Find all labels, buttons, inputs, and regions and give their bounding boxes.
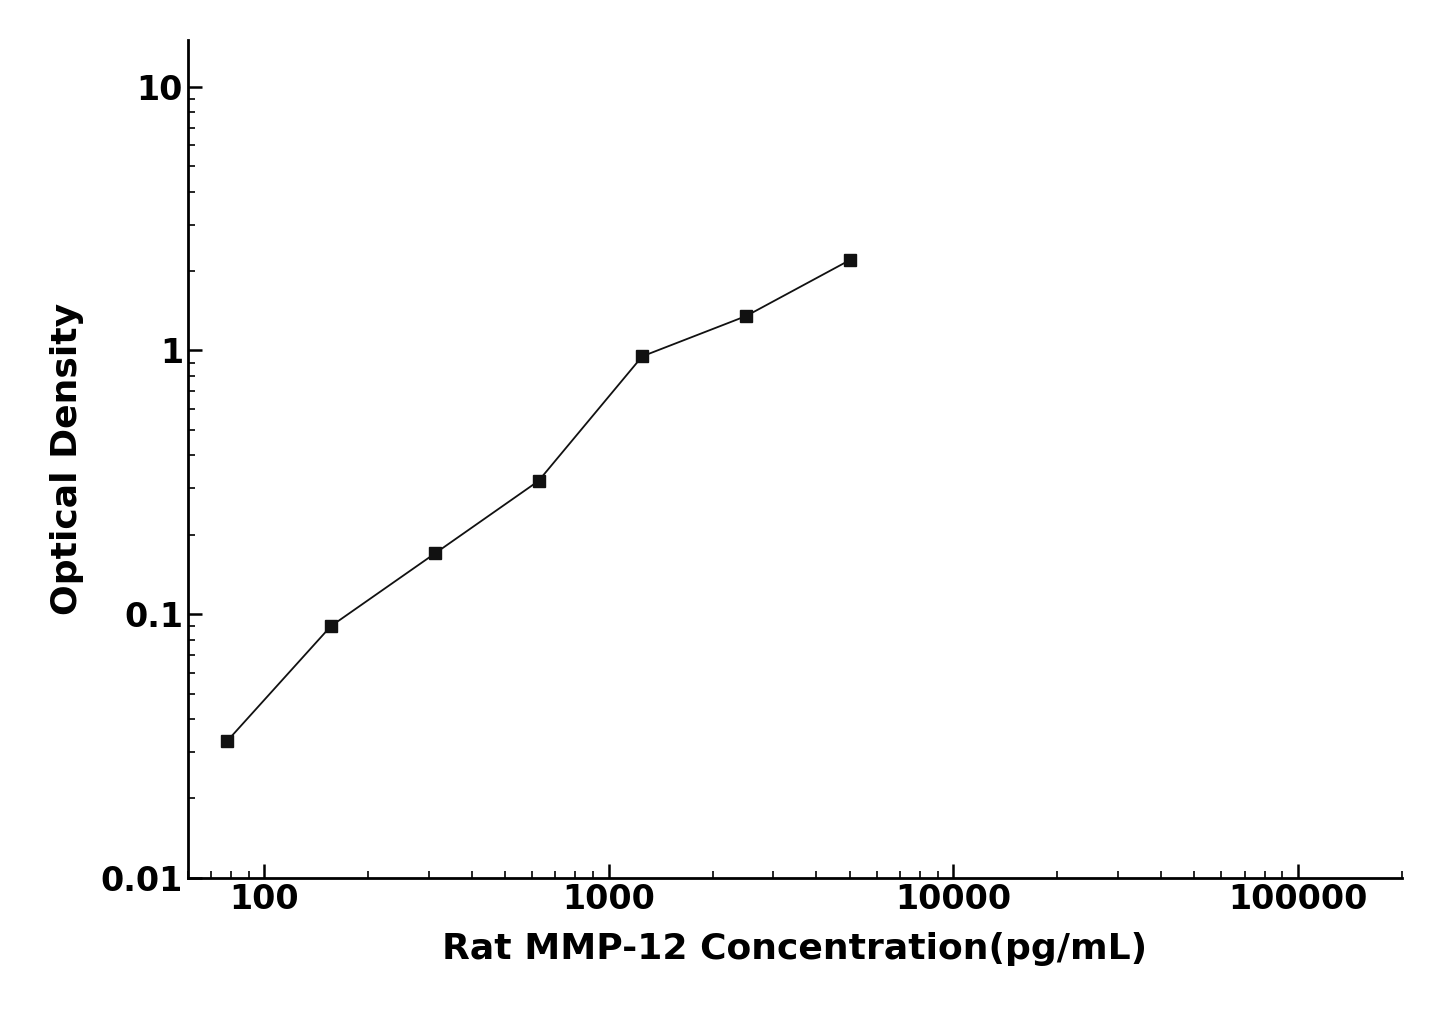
X-axis label: Rat MMP-12 Concentration(pg/mL): Rat MMP-12 Concentration(pg/mL)	[442, 932, 1147, 967]
Y-axis label: Optical Density: Optical Density	[51, 303, 84, 615]
